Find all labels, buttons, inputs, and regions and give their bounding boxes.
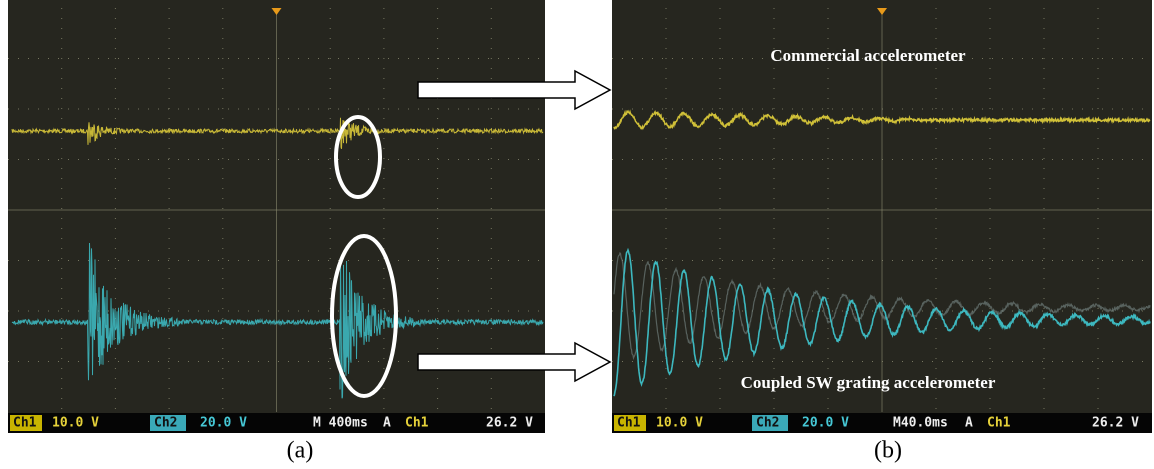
waveform <box>11 117 544 150</box>
ch1-box <box>614 415 646 431</box>
ch2-box <box>150 415 186 431</box>
status-ch1: Ch1 <box>13 416 37 431</box>
panel-label: (a) <box>287 438 314 464</box>
status-ch1: Ch1 <box>617 416 641 431</box>
status-trigger-source: Ch1 <box>987 416 1011 431</box>
highlight-ellipse <box>334 115 382 199</box>
status-ch2: Ch2 <box>756 416 779 431</box>
status-ch2: Ch2 <box>154 416 177 431</box>
annotation: Commercial accelerometer <box>770 46 966 65</box>
status-ch2-scale: 20.0 V <box>802 416 849 431</box>
arrow <box>417 341 612 383</box>
status-timebase: M 400ms <box>313 416 368 431</box>
waveform <box>11 242 544 399</box>
panel-a: Ch1 10.0 V Ch2 20.0 V M 400ms A Ch1 26.2… <box>8 0 545 433</box>
annotation: Coupled SW grating accelerometer <box>741 373 996 392</box>
status-bar <box>8 413 545 433</box>
highlight-ellipse <box>330 234 398 398</box>
arrow <box>417 69 612 111</box>
status-bar <box>612 413 1152 433</box>
status-trigger-level: 26.2 V <box>486 416 533 431</box>
trigger-marker <box>271 8 282 15</box>
status-ch2-scale: 20.0 V <box>200 416 247 431</box>
status-trigger-mode: A <box>383 416 391 431</box>
status-trigger-source: Ch1 <box>405 416 429 431</box>
ch1-box <box>10 415 42 431</box>
panel-b: Commercial accelerometer Coupled SW grati… <box>612 0 1152 433</box>
status-trigger-level: 26.2 V <box>1092 416 1139 431</box>
panel-label: (b) <box>874 438 902 464</box>
ch2-box <box>752 415 788 431</box>
status-ch1-scale: 10.0 V <box>52 416 99 431</box>
status-ch1-scale: 10.0 V <box>656 416 703 431</box>
waveform <box>613 109 1151 131</box>
status-trigger-mode: A <box>965 416 973 431</box>
waveform <box>613 251 1151 361</box>
waveform <box>613 247 1151 397</box>
status-timebase: M40.0ms <box>893 416 948 431</box>
trigger-marker <box>877 8 887 15</box>
